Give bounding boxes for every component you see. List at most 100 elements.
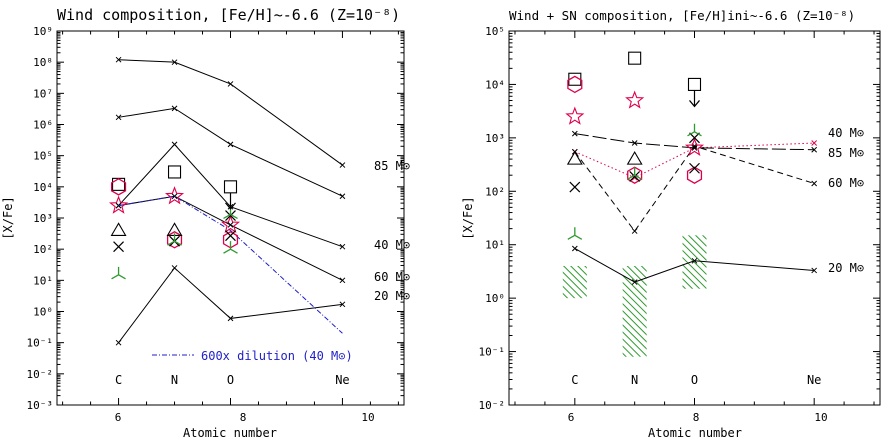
series-point — [631, 140, 638, 146]
y-tick-label: 10⁰ — [33, 306, 53, 319]
obs-square — [167, 165, 182, 179]
right-chart-title: Wind + SN composition, [Fe/H]ini~-6.6 (Z… — [509, 8, 855, 23]
y-tick-label: 10⁰ — [485, 292, 505, 305]
obs-star — [164, 186, 185, 205]
y-tick-label: 10⁻¹ — [479, 346, 506, 359]
y-tick-label: 10⁸ — [33, 56, 53, 69]
obs-star — [220, 214, 241, 234]
element-label: O — [691, 373, 698, 387]
obs-tri3 — [111, 266, 126, 280]
series-point — [171, 265, 178, 271]
y-tick-label: 10⁴ — [485, 78, 505, 91]
left-label-60: 60 M⊙ — [374, 270, 410, 284]
element-label: C — [115, 373, 122, 387]
element-label: C — [571, 373, 578, 387]
left-observations — [109, 165, 241, 280]
obs-star — [565, 106, 585, 125]
range-bar — [622, 265, 647, 357]
obs-square — [112, 177, 126, 191]
element-label: O — [227, 373, 234, 387]
y-tick-label: 10² — [33, 243, 53, 256]
element-label: N — [171, 373, 178, 387]
series-point — [171, 59, 178, 66]
series-line — [118, 267, 343, 343]
right-label-85: 85 M⊙ — [828, 146, 864, 160]
y-tick-label: 10⁷ — [33, 87, 53, 100]
y-tick-label: 10⁵ — [33, 150, 53, 163]
series-point — [339, 301, 346, 308]
obs-square — [223, 180, 238, 194]
right-label-40: 40 M⊙ — [828, 126, 864, 140]
y-tick-label: 10¹ — [33, 274, 53, 287]
obs-hexagon — [686, 166, 703, 184]
right-range-bars — [562, 235, 707, 357]
series-point — [115, 114, 122, 121]
obs-hexagon — [110, 178, 127, 196]
series-point — [227, 141, 234, 148]
y-tick-label: 10⁻² — [27, 368, 54, 381]
y-tick-label: 10⁴ — [33, 181, 53, 194]
range-bar — [562, 265, 587, 299]
element-label: N — [631, 373, 638, 387]
y-tick-label: 10¹ — [485, 239, 505, 252]
range-bar — [682, 235, 707, 289]
y-tick-label: 10⁶ — [33, 119, 53, 132]
y-tick-label: 10³ — [485, 132, 505, 145]
obs-triangle — [110, 222, 127, 236]
series-line — [574, 145, 815, 232]
series-line — [118, 195, 343, 281]
series-point — [171, 141, 178, 148]
left-label-20: 20 M⊙ — [374, 289, 410, 303]
right-plot-frame — [508, 30, 881, 406]
right-x-tick-10: 10 — [814, 411, 827, 424]
right-series — [571, 130, 818, 285]
obs-star — [684, 137, 705, 156]
obs-tri3 — [223, 241, 238, 254]
series-line — [118, 143, 343, 248]
left-y-axis-label: [X/Fe] — [1, 196, 15, 239]
series-point — [631, 228, 638, 234]
obs-square — [628, 51, 642, 65]
obs-triangle — [626, 151, 643, 165]
series-point — [631, 279, 638, 285]
left-x-tick-6: 6 — [115, 411, 122, 424]
obs-square — [687, 77, 702, 91]
y-tick-label: 10⁵ — [485, 25, 505, 38]
left-x-axis-label: Atomic number — [183, 426, 277, 440]
right-chart-panel: Wind + SN composition, [Fe/H]ini~-6.6 (Z… — [461, 8, 881, 440]
right-x-tick-8: 8 — [693, 411, 700, 424]
left-chart-panel: Wind composition, [Fe/H]~-6.6 (Z=10⁻⁸) A… — [1, 6, 410, 440]
series-line — [118, 107, 343, 197]
series-point — [339, 193, 346, 200]
series-point — [339, 243, 346, 250]
obs-star — [109, 195, 129, 214]
element-label: Ne — [807, 373, 821, 387]
y-tick-label: 10⁻³ — [27, 399, 54, 412]
obs-cross — [689, 162, 700, 174]
left-label-85: 85 M⊙ — [374, 159, 410, 173]
left-series — [115, 56, 346, 346]
right-y-axis-label: [X/Fe] — [461, 196, 475, 239]
series-point — [811, 140, 818, 146]
series-point — [339, 277, 346, 284]
obs-cross — [689, 132, 700, 144]
series-point — [811, 267, 818, 274]
series-line — [574, 248, 815, 283]
obs-tri3 — [167, 233, 182, 246]
series-point — [691, 257, 698, 264]
series-point — [171, 105, 178, 112]
dilution-legend-label: 600x dilution (40 M⊙) — [201, 349, 353, 363]
y-tick-label: 10² — [485, 185, 505, 198]
y-tick-label: 10³ — [33, 212, 53, 225]
obs-hexagon — [627, 166, 643, 184]
right-observations — [565, 51, 705, 240]
series-point — [339, 162, 346, 168]
y-tick-label: 10⁹ — [33, 25, 53, 38]
left-y-ticks: 10⁻³ 10⁻² 10⁻¹ 10⁰ 10¹ 10² 10³ 10⁴ 10⁵ 10⁶ 10⁷ 10⁸ 1… — [27, 25, 404, 412]
series-point — [227, 222, 234, 228]
obs-cross — [225, 230, 236, 242]
series-point — [571, 245, 578, 252]
series-point — [171, 193, 178, 200]
series-point — [811, 180, 818, 187]
